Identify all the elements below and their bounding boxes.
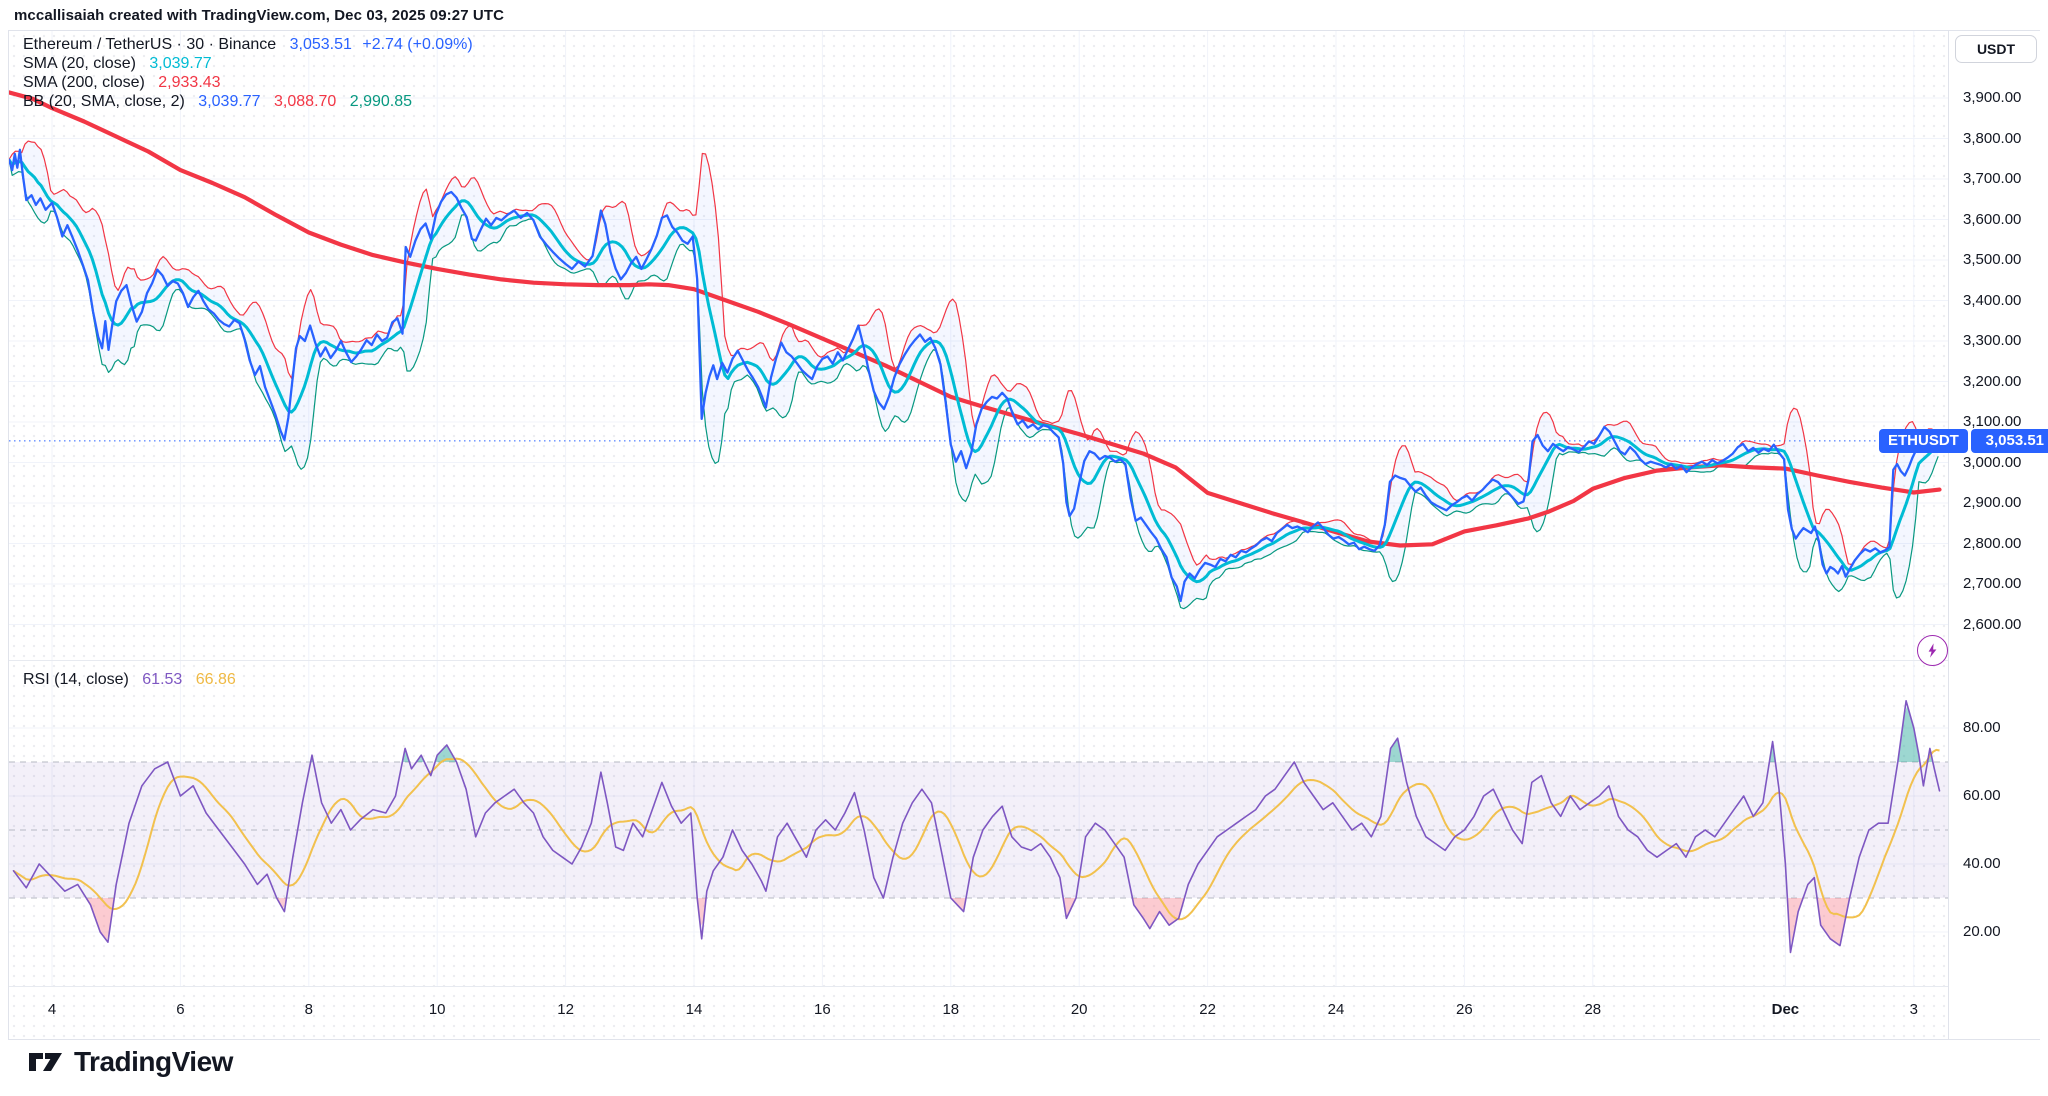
symbol-last-price: 3,053.51 [289,36,352,53]
sma200-value: 2,933.43 [158,74,221,91]
rsi-ma-value: 66.86 [195,671,236,688]
tradingview-logo[interactable]: TradingView [28,1046,233,1078]
rsi-axis-label: 80.00 [1963,719,2001,736]
sma20-value: 3,039.77 [149,55,212,72]
time-axis-label: 28 [1584,1001,1602,1018]
flash-button[interactable] [1917,635,1948,666]
price-axis-label: 3,400.00 [1963,291,2022,309]
rsi-value: 61.53 [142,671,183,688]
chart-frame: USDT 4 6 8 10 12 14 16 18 20 22 24 26 28 Dec 3 Ethereu… [8,30,2048,1040]
symbol-change: +2.74 (+0.09%) [362,36,473,53]
rsi-pane-canvas [9,661,1948,986]
bb-upper-value: 3,088.70 [274,93,337,110]
time-axis-label: 14 [685,1001,703,1018]
rsi-axis-label: 60.00 [1963,787,2001,804]
chart-attribution: mccallisaiah created with TradingView.co… [14,7,505,24]
sma20-legend-row: SMA (20, close) 3,039.77 [23,55,473,73]
symbol-title: Ethereum / TetherUS · 30 · Binance [23,36,277,53]
price-pane[interactable] [9,31,1948,660]
time-axis-label: 16 [814,1001,831,1018]
sma20-label: SMA (20, close) [23,55,136,72]
bb-lower-value: 2,990.85 [349,93,413,110]
price-axis-label: 2,600.00 [1963,615,2022,633]
price-axis-label: 2,700.00 [1963,575,2022,592]
bb-label: BB (20, SMA, close, 2) [23,93,185,110]
bb-basis-value: 3,039.77 [198,93,261,110]
last-price-tag[interactable]: ETHUSDT 3,053.51 [1879,428,2048,453]
bb-legend-row: BB (20, SMA, close, 2) 3,039.77 3,088.70… [23,93,473,111]
time-axis-label: Dec [1771,1001,1800,1018]
sma200-legend-row: SMA (200, close) 2,933.43 [23,74,473,92]
rsi-axis-label: 20.00 [1963,923,2001,940]
last-price-tag-value: 3,053.51 [1970,428,2048,453]
price-axis-label: 3,700.00 [1963,170,2022,187]
rsi-label: RSI (14, close) [23,671,129,688]
tradingview-logo-icon [29,1053,62,1071]
time-axis-label: 8 [304,1001,313,1018]
price-axis-label: 2,900.00 [1963,494,2022,511]
price-axis-label: 3,500.00 [1963,251,2022,268]
symbol-legend-row: Ethereum / TetherUS · 30 · Binance 3,053… [23,36,473,54]
rsi-legend-row: RSI (14, close) 61.53 66.86 [23,671,236,690]
last-price-tag-symbol: ETHUSDT [1879,428,1968,453]
time-axis-label: 6 [176,1001,185,1018]
lightning-icon [1928,643,1937,658]
price-axis-label: 3,300.00 [1963,332,2022,349]
time-axis-label: 10 [428,1001,446,1018]
time-axis-label: 12 [557,1001,574,1018]
time-axis[interactable]: 4 6 8 10 12 14 16 18 20 22 24 26 28 Dec 3 [9,986,1948,1040]
price-axis-label: 3,200.00 [1963,372,2022,390]
price-axis-label: 3,000.00 [1963,453,2022,471]
rsi-axis-label: 40.00 [1963,855,2001,872]
price-legend: Ethereum / TetherUS · 30 · Binance 3,053… [23,36,473,112]
time-axis-label: 26 [1456,1001,1473,1018]
price-pane-canvas [9,31,1948,660]
price-axis-label: 2,800.00 [1963,534,2022,552]
sma200-label: SMA (200, close) [23,74,145,91]
time-axis-label: 4 [47,1001,57,1018]
time-axis-label: 3 [1909,1001,1918,1018]
currency-button[interactable]: USDT [1955,35,2037,63]
price-axis-label: 3,900.00 [1963,89,2022,106]
pane-separator[interactable] [9,660,1948,661]
time-axis-label: 24 [1327,1001,1345,1018]
price-axis-label: 3,800.00 [1963,129,2022,147]
time-axis-label: 18 [942,1001,960,1018]
time-axis-label: 20 [1070,1001,1088,1018]
tradingview-logo-text: TradingView [74,1046,233,1077]
rsi-pane[interactable] [9,661,1948,986]
price-axis-label: 3,600.00 [1963,210,2022,228]
price-axis[interactable]: USDT [1948,31,2041,1039]
time-axis-label: 22 [1199,1001,1216,1018]
price-axis-label: 3,100.00 [1963,413,2022,430]
